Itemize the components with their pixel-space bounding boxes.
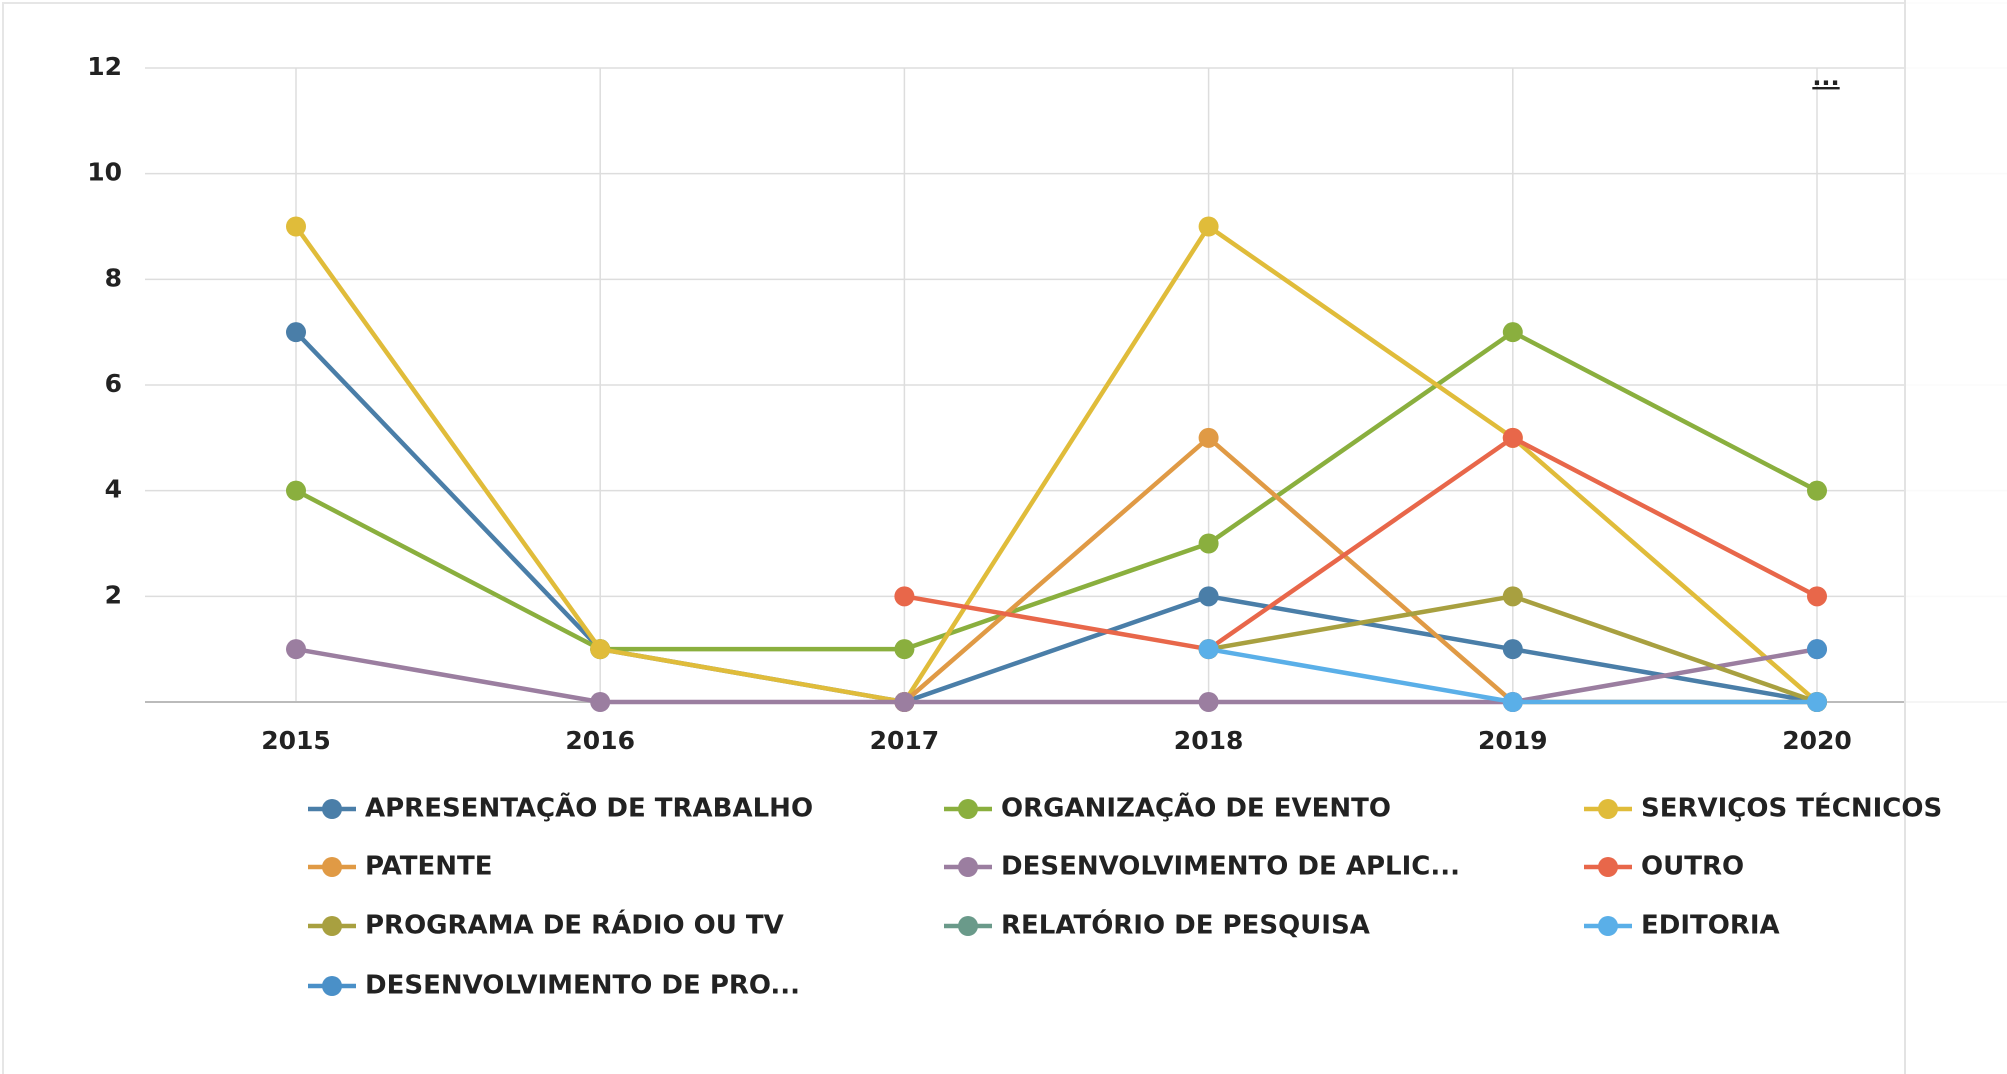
data-point [1502, 322, 1523, 343]
data-point [590, 639, 611, 660]
x-tick-label: 2019 [1478, 726, 1548, 755]
x-tick-label: 2016 [565, 726, 635, 755]
data-point [286, 216, 306, 237]
series-line [294, 329, 1819, 652]
x-tick-label: 2017 [870, 726, 940, 755]
legend-marker [322, 976, 342, 996]
legend-marker [322, 799, 342, 819]
data-point [894, 692, 915, 712]
data-point [1807, 480, 1827, 501]
data-point [1198, 427, 1219, 448]
legend-marker [958, 857, 978, 877]
x-tick-label: 2018 [1174, 726, 1244, 755]
menu-button[interactable]: ... [1812, 63, 1839, 91]
legend-label: APRESENTAÇÃO DE TRABALHO [365, 792, 813, 824]
series-line [295, 646, 1818, 705]
data-point [894, 586, 915, 607]
data-point [894, 639, 915, 660]
lines [286, 216, 1827, 712]
x-tick-label: 2020 [1782, 726, 1852, 755]
data-point [1502, 427, 1523, 448]
side-panel [1905, 0, 2007, 1074]
legend-marker [322, 857, 342, 877]
data-point [286, 639, 306, 660]
legend-label: DESENVOLVIMENTO DE APLIC... [1001, 852, 1460, 882]
y-tick-label: 4 [105, 475, 122, 504]
legend: APRESENTAÇÃO DE TRABALHO ORGANIZAÇÃO DE E… [308, 792, 1942, 1001]
data-point [1198, 216, 1219, 237]
legend-marker [1598, 857, 1618, 877]
series-line [294, 330, 1818, 705]
y-tick-label: 8 [105, 263, 122, 292]
y-tick-label: 6 [105, 369, 122, 398]
series-line [904, 435, 1819, 652]
legend-label: PATENTE [365, 852, 493, 882]
legend-label: PROGRAMA DE RÁDIO OU TV [365, 909, 784, 941]
y-tick-label: 12 [87, 52, 122, 81]
legend-label: OUTRO [1641, 852, 1744, 882]
series-line [294, 224, 1819, 705]
data-point [286, 480, 306, 501]
legend-marker [322, 916, 342, 936]
data-point [1807, 586, 1827, 607]
data-point [286, 322, 306, 343]
data-point [1502, 692, 1523, 712]
legend-marker [958, 799, 978, 819]
data-point [1502, 639, 1523, 660]
data-point [1198, 692, 1219, 712]
x-tick-label: 2015 [261, 726, 331, 755]
legend-label: SERVIÇOS TÉCNICOS [1641, 792, 1942, 824]
legend-label: DESENVOLVIMENTO DE PRO... [365, 971, 800, 1001]
legend-label: ORGANIZAÇÃO DE EVENTO [1001, 792, 1391, 824]
data-point [1502, 586, 1523, 607]
legend-label: RELATÓRIO DE PESQUISA [1001, 909, 1370, 941]
legend-marker [1598, 799, 1618, 819]
data-point [1807, 692, 1827, 712]
data-point [1198, 639, 1219, 660]
y-tick-label: 10 [87, 158, 122, 187]
data-point [1198, 586, 1219, 607]
data-point [590, 692, 611, 712]
legend-marker [958, 916, 978, 936]
data-point [1807, 639, 1827, 660]
legend-marker [1598, 916, 1618, 936]
legend-label: EDITORIA [1641, 911, 1780, 941]
y-tick-label: 2 [105, 580, 122, 609]
data-point [1198, 533, 1219, 554]
